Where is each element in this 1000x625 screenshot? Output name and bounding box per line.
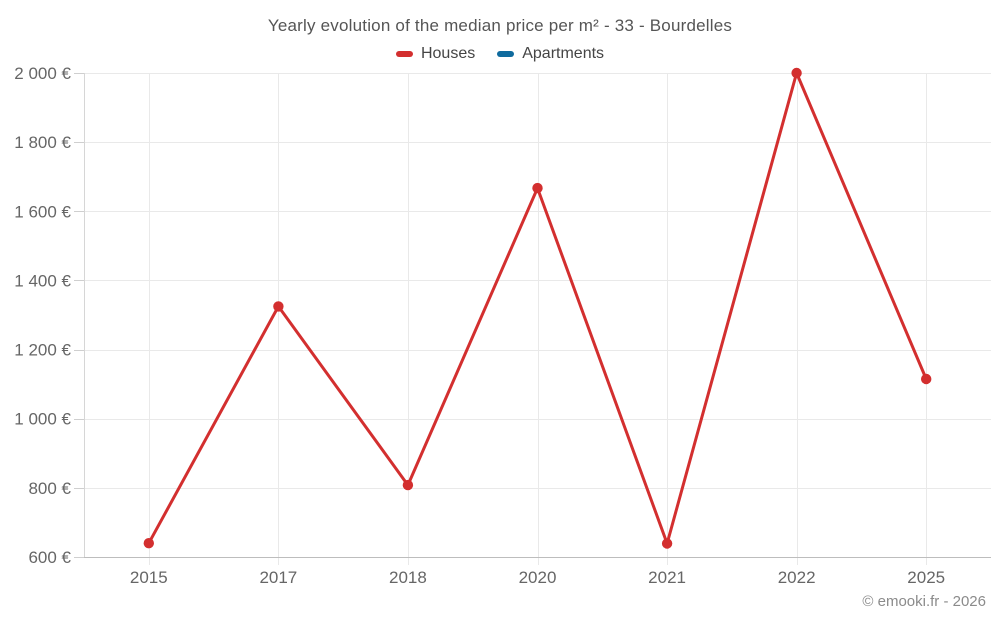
houses-data-point-2021[interactable]	[661, 538, 673, 549]
x-axis-label: 2015	[130, 568, 168, 587]
apartments-series-swatch-icon	[497, 51, 515, 57]
legend-item-apartments[interactable]: Apartments	[497, 45, 604, 63]
y-axis-label: 800 €	[28, 479, 71, 498]
y-axis-label: 1 400 €	[14, 271, 71, 290]
houses-data-point-2018[interactable]	[402, 479, 414, 491]
copyright-footer: © emooki.fr - 2026	[862, 593, 986, 610]
houses-data-point-2017[interactable]	[273, 301, 284, 312]
houses-data-point-2025[interactable]	[921, 373, 932, 385]
x-axis-label: 2017	[259, 568, 297, 587]
y-axis-label: 1 600 €	[14, 202, 71, 221]
houses-data-point-2015[interactable]	[143, 538, 154, 549]
houses-data-point-2022[interactable]	[791, 67, 802, 79]
x-axis-label: 2018	[389, 568, 427, 587]
x-axis-label: 2022	[778, 568, 816, 587]
houses-series-line	[147, 71, 928, 545]
chart-legend: Houses Apartments	[0, 45, 1000, 63]
y-axis-label: 1 800 €	[14, 133, 71, 152]
houses-data-point-2020[interactable]	[532, 182, 543, 194]
legend-item-houses[interactable]: Houses	[395, 45, 476, 63]
y-axis-label: 1 000 €	[14, 410, 71, 429]
y-axis-label: 1 200 €	[14, 341, 71, 360]
legend-label-apartments: Apartments	[522, 45, 605, 62]
y-axis-label: 2 000 €	[14, 64, 71, 83]
y-axis-label: 600 €	[28, 548, 71, 567]
x-axis-label: 2021	[648, 568, 686, 587]
chart-title: Yearly evolution of the median price per…	[267, 16, 733, 35]
houses-series-swatch-icon	[395, 51, 413, 57]
x-axis-label: 2020	[519, 568, 557, 587]
legend-label-houses: Houses	[420, 45, 476, 62]
x-axis-label: 2025	[907, 568, 945, 587]
